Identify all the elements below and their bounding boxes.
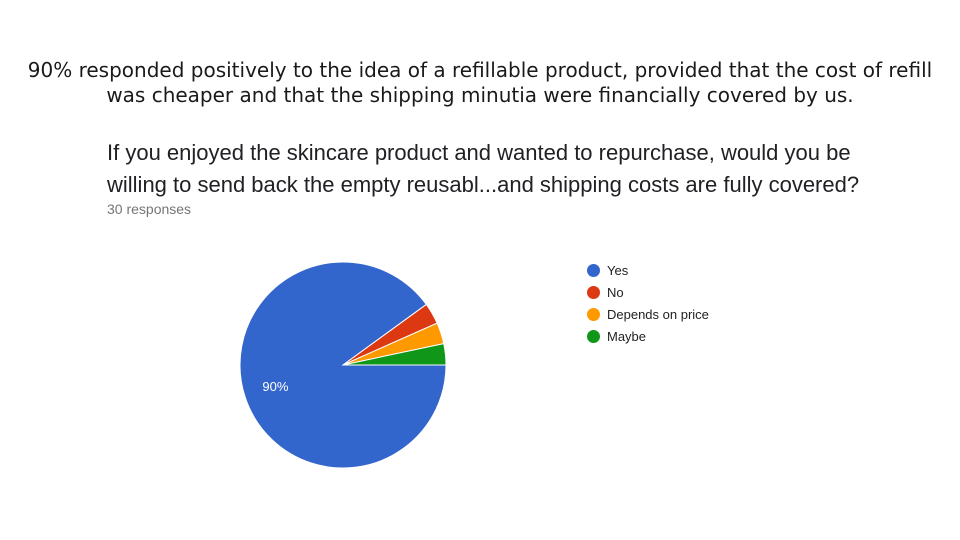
pie-slice-maybe <box>342 342 447 366</box>
legend-label-maybe: Maybe <box>607 328 647 344</box>
slide-caption: 90% responded positively to the idea of … <box>27 58 933 107</box>
legend-label-depends-on-price: Depends on price <box>607 306 709 322</box>
response-count: 30 responses <box>107 201 192 217</box>
legend-swatch-yes <box>587 263 600 277</box>
legend-item-depends-on-price: Depends on price <box>587 303 709 325</box>
legend-item-no: No <box>587 281 709 303</box>
chart-legend: Yes No Depends on price Maybe <box>587 259 709 347</box>
question-title: If you enjoyed the skincare product and … <box>107 140 860 197</box>
legend-label-no: No <box>607 284 624 300</box>
legend-swatch-maybe <box>587 329 600 343</box>
legend-item-yes: Yes <box>587 259 709 281</box>
legend-swatch-no <box>587 285 600 299</box>
pie-label-yes: 90% <box>262 379 288 394</box>
legend-item-maybe: Maybe <box>587 325 709 347</box>
legend-label-yes: Yes <box>607 262 629 278</box>
legend-swatch-depends-on-price <box>587 307 600 321</box>
